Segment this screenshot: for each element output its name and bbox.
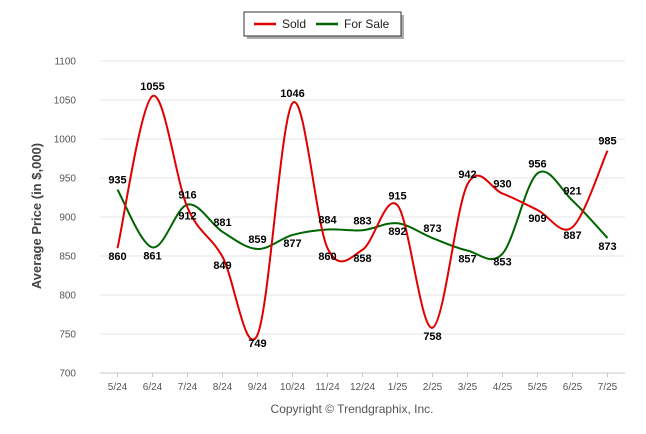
y-axis-label: Average Price (in $,000) bbox=[29, 143, 44, 289]
x-tick-label: 12/24 bbox=[350, 382, 375, 393]
y-tick-label: 950 bbox=[59, 174, 76, 185]
data-label-sold: 942 bbox=[458, 169, 476, 181]
data-label-for-sale: 892 bbox=[388, 226, 406, 238]
data-label-sold: 849 bbox=[213, 260, 231, 272]
data-label-sold: 985 bbox=[598, 136, 616, 148]
data-label-sold: 909 bbox=[528, 213, 546, 225]
data-label-for-sale: 935 bbox=[108, 175, 126, 187]
y-tick-label: 1000 bbox=[54, 135, 77, 146]
data-label-for-sale: 873 bbox=[423, 223, 441, 235]
data-label-for-sale: 861 bbox=[143, 250, 161, 262]
copyright-text: Copyright © Trendgraphix, Inc. bbox=[271, 402, 434, 416]
data-label-for-sale: 916 bbox=[178, 190, 196, 202]
data-label-for-sale: 857 bbox=[458, 254, 476, 266]
data-label-for-sale: 873 bbox=[598, 241, 616, 253]
series-line-for-sale bbox=[116, 170, 609, 261]
y-tick-label: 1100 bbox=[54, 57, 76, 68]
data-label-for-sale: 921 bbox=[563, 186, 581, 198]
data-label-for-sale: 881 bbox=[213, 217, 231, 229]
x-tick-label: 9/24 bbox=[248, 382, 268, 393]
x-tick-label: 11/24 bbox=[315, 382, 340, 393]
data-label-sold: 860 bbox=[318, 251, 336, 263]
x-tick-label: 8/24 bbox=[213, 382, 233, 393]
data-label-sold: 860 bbox=[108, 251, 126, 263]
data-label-sold: 1055 bbox=[140, 81, 164, 93]
x-tick-label: 10/24 bbox=[280, 382, 305, 393]
data-label-for-sale: 884 bbox=[318, 214, 337, 226]
data-labels: 860 1055 912 849 749 1046 860 858 915 758 942 930 90… bbox=[108, 81, 616, 350]
y-tick-label: 700 bbox=[59, 369, 76, 380]
series-lines bbox=[116, 95, 609, 341]
x-tick-label: 1/25 bbox=[388, 382, 408, 393]
legend-for-sale-label: For Sale bbox=[344, 17, 390, 31]
x-tick-label: 4/25 bbox=[493, 382, 513, 393]
data-label-sold: 1046 bbox=[280, 88, 304, 100]
data-label-for-sale: 859 bbox=[248, 234, 266, 246]
series-line-sold bbox=[116, 95, 609, 341]
data-label-sold: 887 bbox=[563, 230, 581, 242]
data-label-for-sale: 883 bbox=[353, 215, 371, 227]
axes: 700 750 800 850 900 950 1000 1050 1100 5/24 6/24 7/… bbox=[54, 57, 625, 393]
x-tick-label: 5/25 bbox=[528, 382, 548, 393]
x-tick-label: 6/24 bbox=[143, 382, 163, 393]
data-label-sold: 912 bbox=[178, 211, 196, 223]
data-label-sold: 749 bbox=[248, 338, 266, 350]
x-tick-label: 7/24 bbox=[178, 382, 198, 393]
data-label-sold: 930 bbox=[493, 179, 511, 191]
data-label-for-sale: 877 bbox=[283, 238, 301, 250]
data-label-for-sale: 956 bbox=[528, 158, 546, 170]
y-tick-label: 800 bbox=[59, 291, 76, 302]
data-label-sold: 915 bbox=[388, 190, 406, 202]
y-tick-label: 900 bbox=[59, 213, 76, 224]
data-label-sold: 758 bbox=[423, 331, 441, 343]
x-tick-label: 3/25 bbox=[458, 382, 478, 393]
x-tick-label: 7/25 bbox=[598, 382, 618, 393]
y-tick-label: 850 bbox=[59, 252, 76, 263]
legend[interactable]: Sold For Sale bbox=[243, 11, 404, 39]
y-tick-label: 750 bbox=[59, 330, 76, 341]
x-tick-label: 6/25 bbox=[563, 382, 583, 393]
y-tick-label: 1050 bbox=[54, 96, 77, 107]
data-label-sold: 858 bbox=[353, 253, 371, 265]
gridlines bbox=[100, 60, 625, 374]
x-tick-label: 5/24 bbox=[108, 382, 128, 393]
legend-sold-label: Sold bbox=[282, 17, 306, 31]
data-label-for-sale: 853 bbox=[493, 257, 511, 269]
x-tick-label: 2/25 bbox=[423, 382, 443, 393]
